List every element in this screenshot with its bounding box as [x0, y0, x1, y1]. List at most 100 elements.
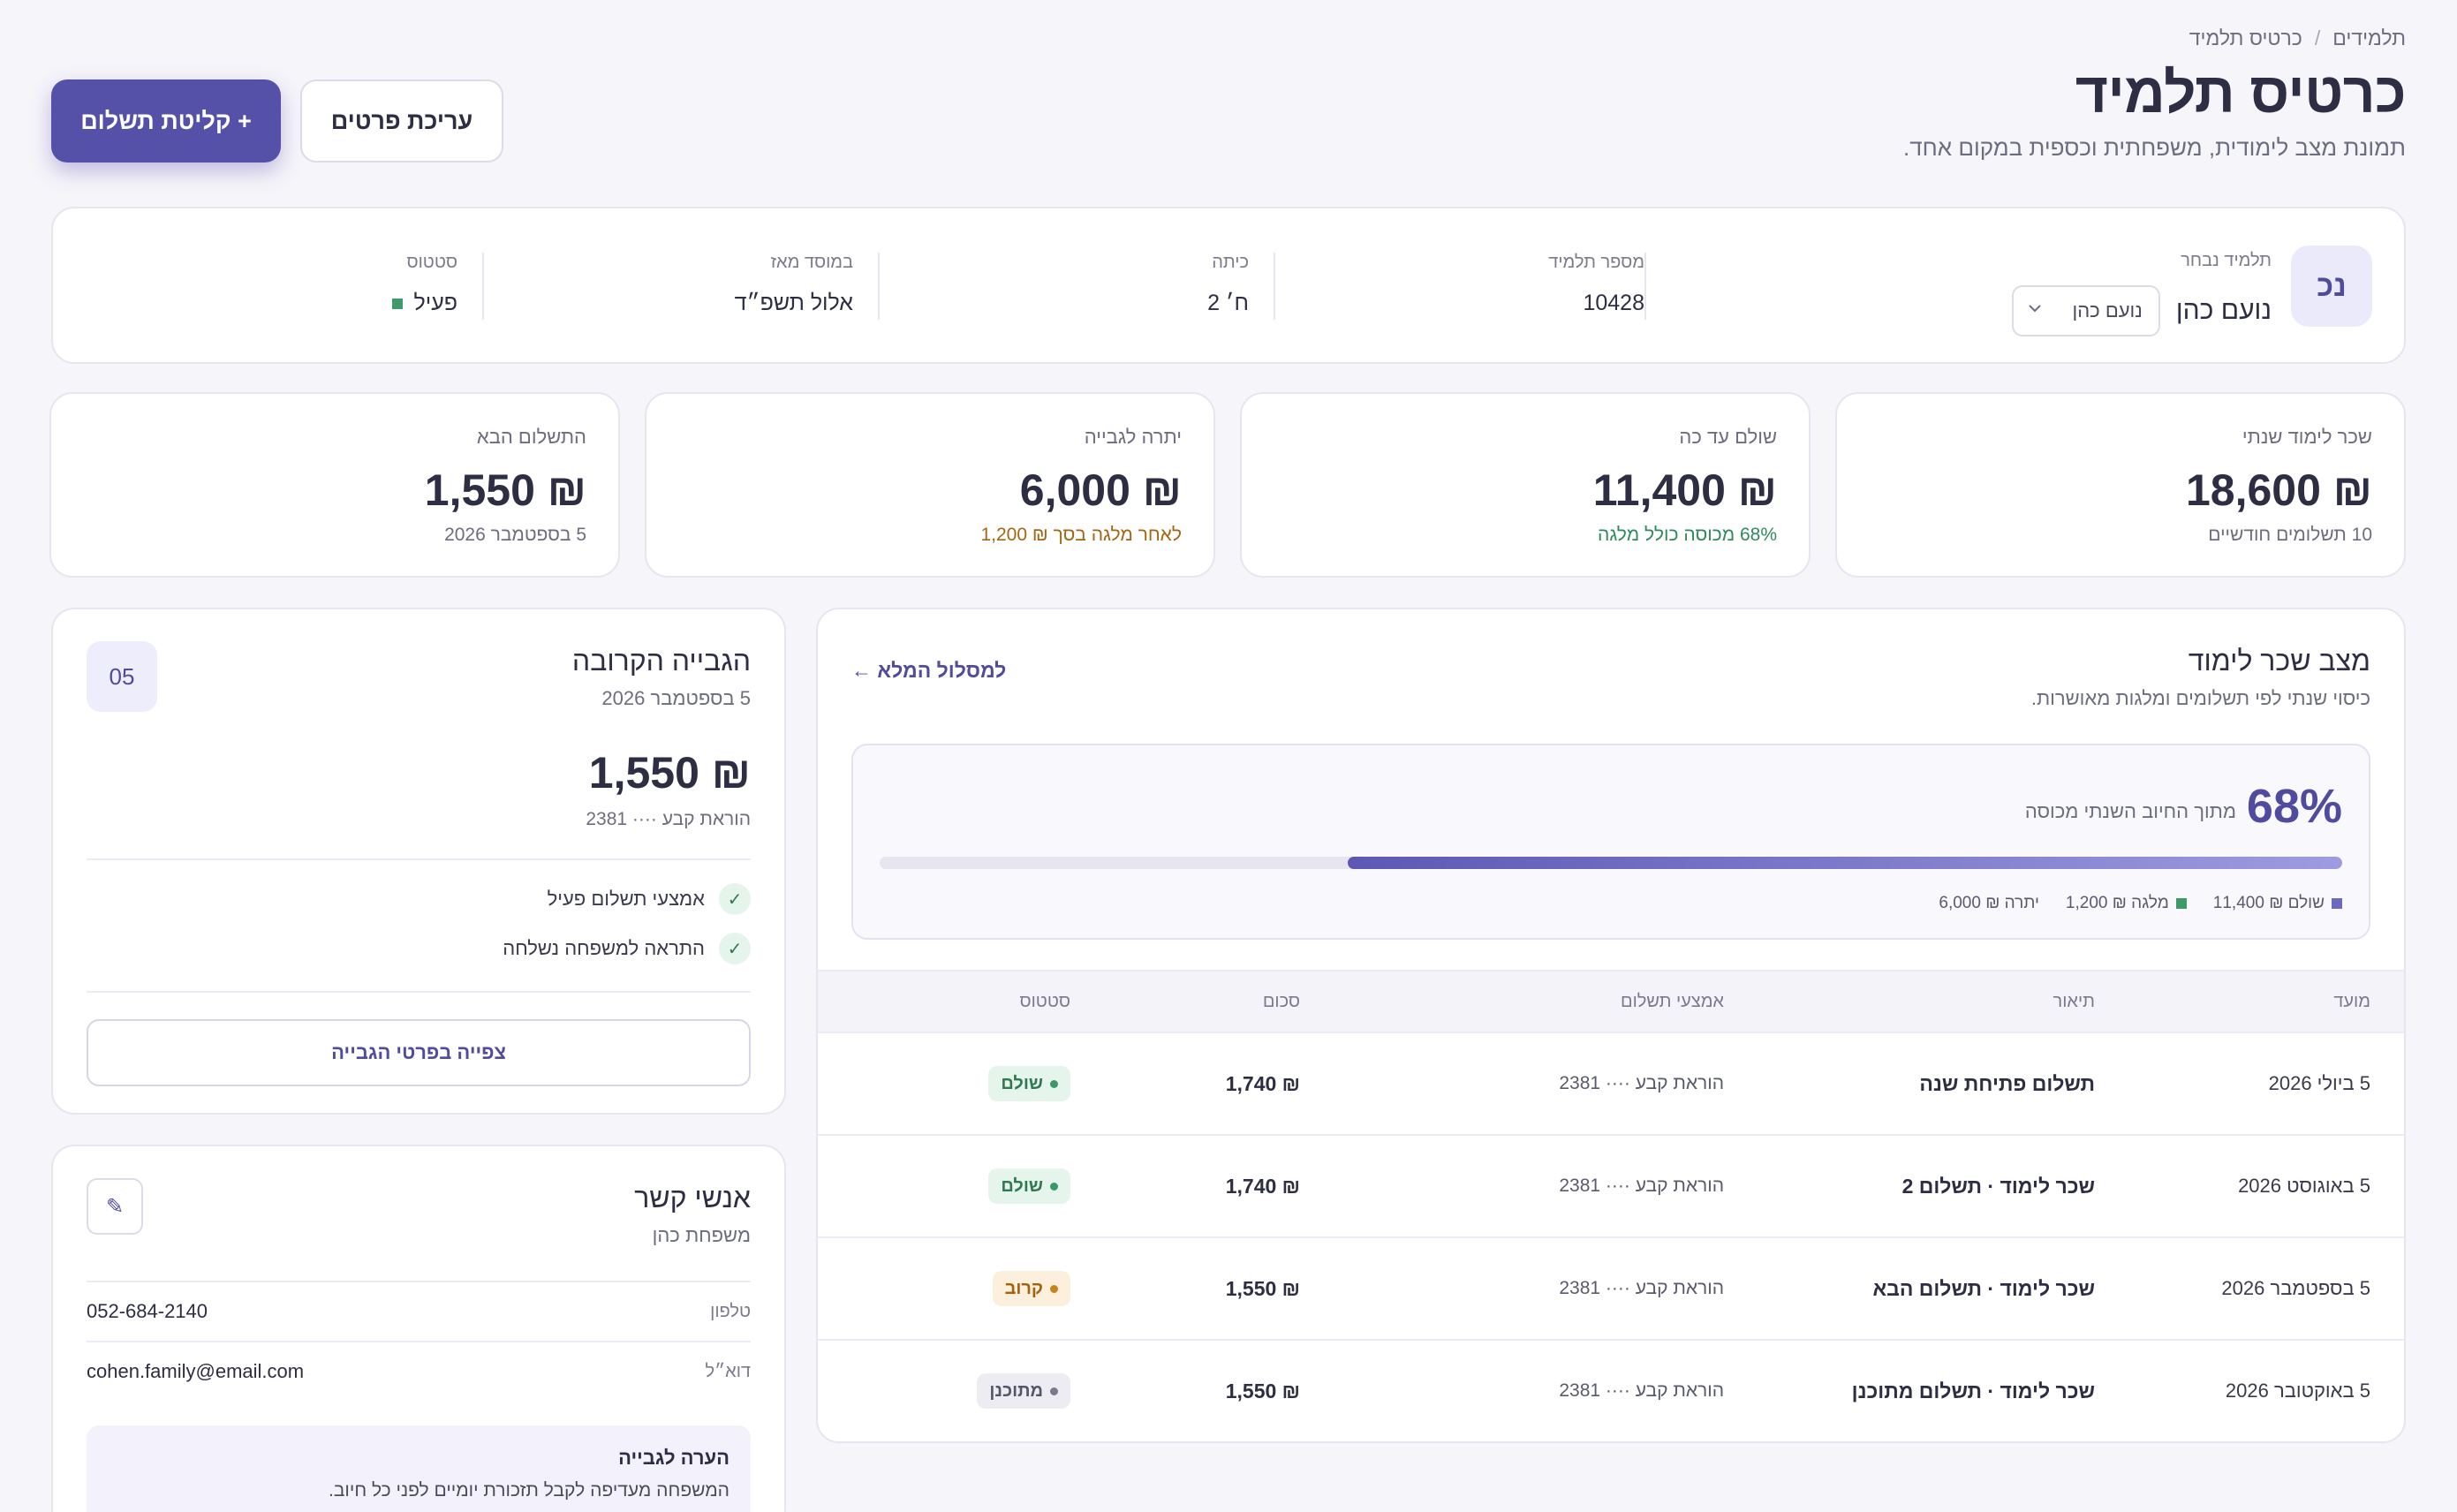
student-select-value: נועם כהן [2072, 299, 2143, 321]
stat-label: שולם עד כה [1679, 426, 1777, 448]
field-value: 10428 [1583, 291, 1644, 315]
status-value: פעיל [88, 291, 457, 316]
selected-student-label: תלמיד נבחר [2181, 251, 2272, 270]
full-track-link[interactable]: למסלול המלא ← [851, 659, 1007, 682]
upcoming-collection-card: הגבייה הקרובה 5 בספטמבר 2026 05 ₪ 1,550 … [51, 608, 786, 1115]
collection-note: הערה לגבייה המשפחה מעדיפה לקבל תזכורת יו… [87, 1425, 751, 1512]
row-amount: ₪ 1,550 [1225, 1379, 1300, 1402]
phone-label: טלפון [710, 1301, 751, 1321]
row-date: 5 בספטמבר 2026 [2221, 1277, 2370, 1299]
check-icon: ✓ [719, 883, 751, 915]
row-description: שכר לימוד · תשלום מתוכנן [1851, 1379, 2095, 1402]
progress-track [880, 857, 2342, 869]
stat-value: ₪ 6,000 [1019, 465, 1182, 515]
row-amount: ₪ 1,550 [1225, 1276, 1300, 1300]
divider [87, 991, 751, 993]
field-label: במוסד מאז [770, 253, 853, 272]
legend-swatch [2332, 898, 2342, 909]
student-name: נועם כהן [2175, 296, 2272, 325]
tuition-status-card: מצב שכר לימוד כיסוי שנתי לפי תשלומים ומל… [816, 608, 2406, 1443]
stat-label: יתרה לגבייה [1084, 426, 1182, 448]
collection-title: הגבייה הקרובה [571, 645, 751, 677]
row-method: הוראת קבע ···· 2381 [1559, 1278, 1724, 1298]
edit-details-button[interactable]: עריכת פרטים [300, 79, 503, 163]
record-payment-button[interactable]: + קליטת תשלום [51, 79, 281, 163]
field-label: כיתה [1212, 253, 1249, 272]
student-selector: תלמיד נבחר נועם כהן נועם כהן [2011, 251, 2272, 336]
student-select-dropdown[interactable]: נועם כהן [2011, 285, 2160, 336]
email-value[interactable]: cohen.family@email.com [87, 1360, 305, 1382]
stat-value: ₪ 1,550 [424, 465, 586, 515]
contact-phone-row: טלפון 052-684-2140 [87, 1281, 751, 1341]
row-date: 5 ביולי 2026 [2268, 1072, 2370, 1094]
stat-annual-fee: שכר לימוד שנתי ₪ 18,600 10 תשלומים חודשי… [1835, 392, 2406, 578]
header-amount: סכום [1262, 991, 1300, 1011]
field-label: מספר תלמיד [1548, 253, 1644, 272]
chevron-down-icon [2026, 299, 2044, 322]
table-row[interactable]: 5 באוגוסט 2026 שכר לימוד · תשלום 2 הוראת… [818, 1134, 2404, 1236]
check-notification-sent: ✓ התראה למשפחה נשלחה [503, 933, 751, 964]
row-method: הוראת קבע ···· 2381 [1559, 1176, 1724, 1196]
row-date: 5 באוקטובר 2026 [2225, 1380, 2370, 1402]
row-amount: ₪ 1,740 [1225, 1071, 1300, 1095]
tuition-subtitle: כיסוי שנתי לפי תשלומים ומלגות מאושרות. [2030, 687, 2370, 709]
edit-contacts-button[interactable]: ✎ [87, 1178, 143, 1235]
legend-scholarship: מלגה ₪ 1,200 [2066, 894, 2187, 913]
coverage-percent: 68% [2246, 780, 2342, 833]
stat-label: שכר לימוד שנתי [2242, 426, 2372, 448]
field-value: אלול תשפ״ד [734, 291, 853, 315]
breadcrumb-parent[interactable]: תלמידים [2332, 26, 2406, 49]
stat-paid: שולם עד כה ₪ 11,400 68% מכוסה כולל מלגה [1240, 392, 1811, 578]
stat-sub: לאחר מלגה בסך ₪ 1,200 [980, 525, 1182, 545]
phone-value[interactable]: 052-684-2140 [87, 1300, 208, 1322]
row-status: שולם [841, 1168, 1070, 1204]
avatar: נכ [2291, 246, 2372, 327]
contacts-title: אנשי קשר [634, 1182, 751, 1213]
check-icon: ✓ [719, 933, 751, 964]
student-info-fields: מספר תלמיד 10428 כיתה ח׳ 2 במוסד מאז אלו… [88, 253, 1646, 320]
stat-label: התשלום הבא [476, 426, 586, 448]
view-collection-details-button[interactable]: צפייה בפרטי הגבייה [87, 1019, 751, 1086]
row-status: מתוכנן [841, 1373, 1070, 1409]
page-subtitle: תמונת מצב לימודית, משפחתית וכספית במקום … [1903, 134, 2406, 161]
breadcrumb-separator: / [2314, 26, 2321, 49]
row-amount: ₪ 1,740 [1225, 1174, 1300, 1198]
stat-sub: 5 בספטמבר 2026 [444, 525, 586, 545]
check-payment-method: ✓ אמצעי תשלום פעיל [548, 883, 751, 915]
status-badge: שולם [988, 1066, 1070, 1101]
collection-amount: ₪ 1,550 [588, 748, 751, 798]
stat-balance: יתרה לגבייה ₪ 6,000 לאחר מלגה בסך ₪ 1,20… [645, 392, 1215, 578]
legend-paid: שולם ₪ 11,400 [2213, 894, 2342, 913]
contacts-card: אנשי קשר משפחת כהן ✎ טלפון 052-684-2140 … [51, 1145, 786, 1512]
tuition-title: מצב שכר לימוד [2188, 645, 2370, 677]
note-title: הערה לגבייה [618, 1447, 730, 1469]
legend: שולם ₪ 11,400 מלגה ₪ 1,200 יתרה ₪ 6,000 [1939, 894, 2342, 913]
table-header: מועד תיאור אמצעי תשלום סכום סטטוס [818, 970, 2404, 1032]
payments-table: מועד תיאור אמצעי תשלום סכום סטטוס 5 ביול… [818, 970, 2404, 1441]
table-row[interactable]: 5 באוקטובר 2026 שכר לימוד · תשלום מתוכנן… [818, 1339, 2404, 1441]
coverage-progress: 68% מתוך החיוב השנתי מכוסה שולם ₪ 11,400… [851, 744, 2370, 940]
table-row[interactable]: 5 ביולי 2026 תשלום פתיחת שנה הוראת קבע ·… [818, 1032, 2404, 1134]
header-actions: + קליטת תשלום עריכת פרטים [51, 79, 503, 163]
student-summary-card: נכ תלמיד נבחר נועם כהן נועם כהן מספר תלמ… [51, 207, 2406, 364]
legend-swatch [2175, 898, 2187, 909]
calendar-day-badge: 05 [87, 641, 157, 712]
row-method: הוראת קבע ···· 2381 [1559, 1380, 1724, 1401]
row-method: הוראת קבע ···· 2381 [1559, 1073, 1724, 1093]
status-badge: מתוכנן [977, 1373, 1070, 1409]
row-description: תשלום פתיחת שנה [1919, 1071, 2095, 1095]
row-description: שכר לימוד · תשלום 2 [1901, 1174, 2095, 1198]
stat-value: ₪ 11,400 [1592, 465, 1777, 515]
field-status: סטטוס פעיל [88, 253, 484, 320]
row-description: שכר לימוד · תשלום הבא [1872, 1276, 2095, 1300]
page-title: כרטיס תלמיד [2075, 61, 2407, 125]
coverage-label: מתוך החיוב השנתי מכוסה [2024, 800, 2236, 822]
field-value: ח׳ 2 [1207, 291, 1249, 315]
contact-email-row: דוא״ל cohen.family@email.com [87, 1341, 751, 1401]
contacts-subtitle: משפחת כהן [652, 1224, 751, 1246]
collection-method: הוראת קבע ···· 2381 [586, 809, 751, 829]
stat-sub: 68% מכוסה כולל מלגה [1598, 525, 1777, 545]
table-row[interactable]: 5 בספטמבר 2026 שכר לימוד · תשלום הבא הור… [818, 1236, 2404, 1339]
collection-date: 5 בספטמבר 2026 [601, 687, 751, 709]
pencil-icon: ✎ [105, 1194, 125, 1219]
